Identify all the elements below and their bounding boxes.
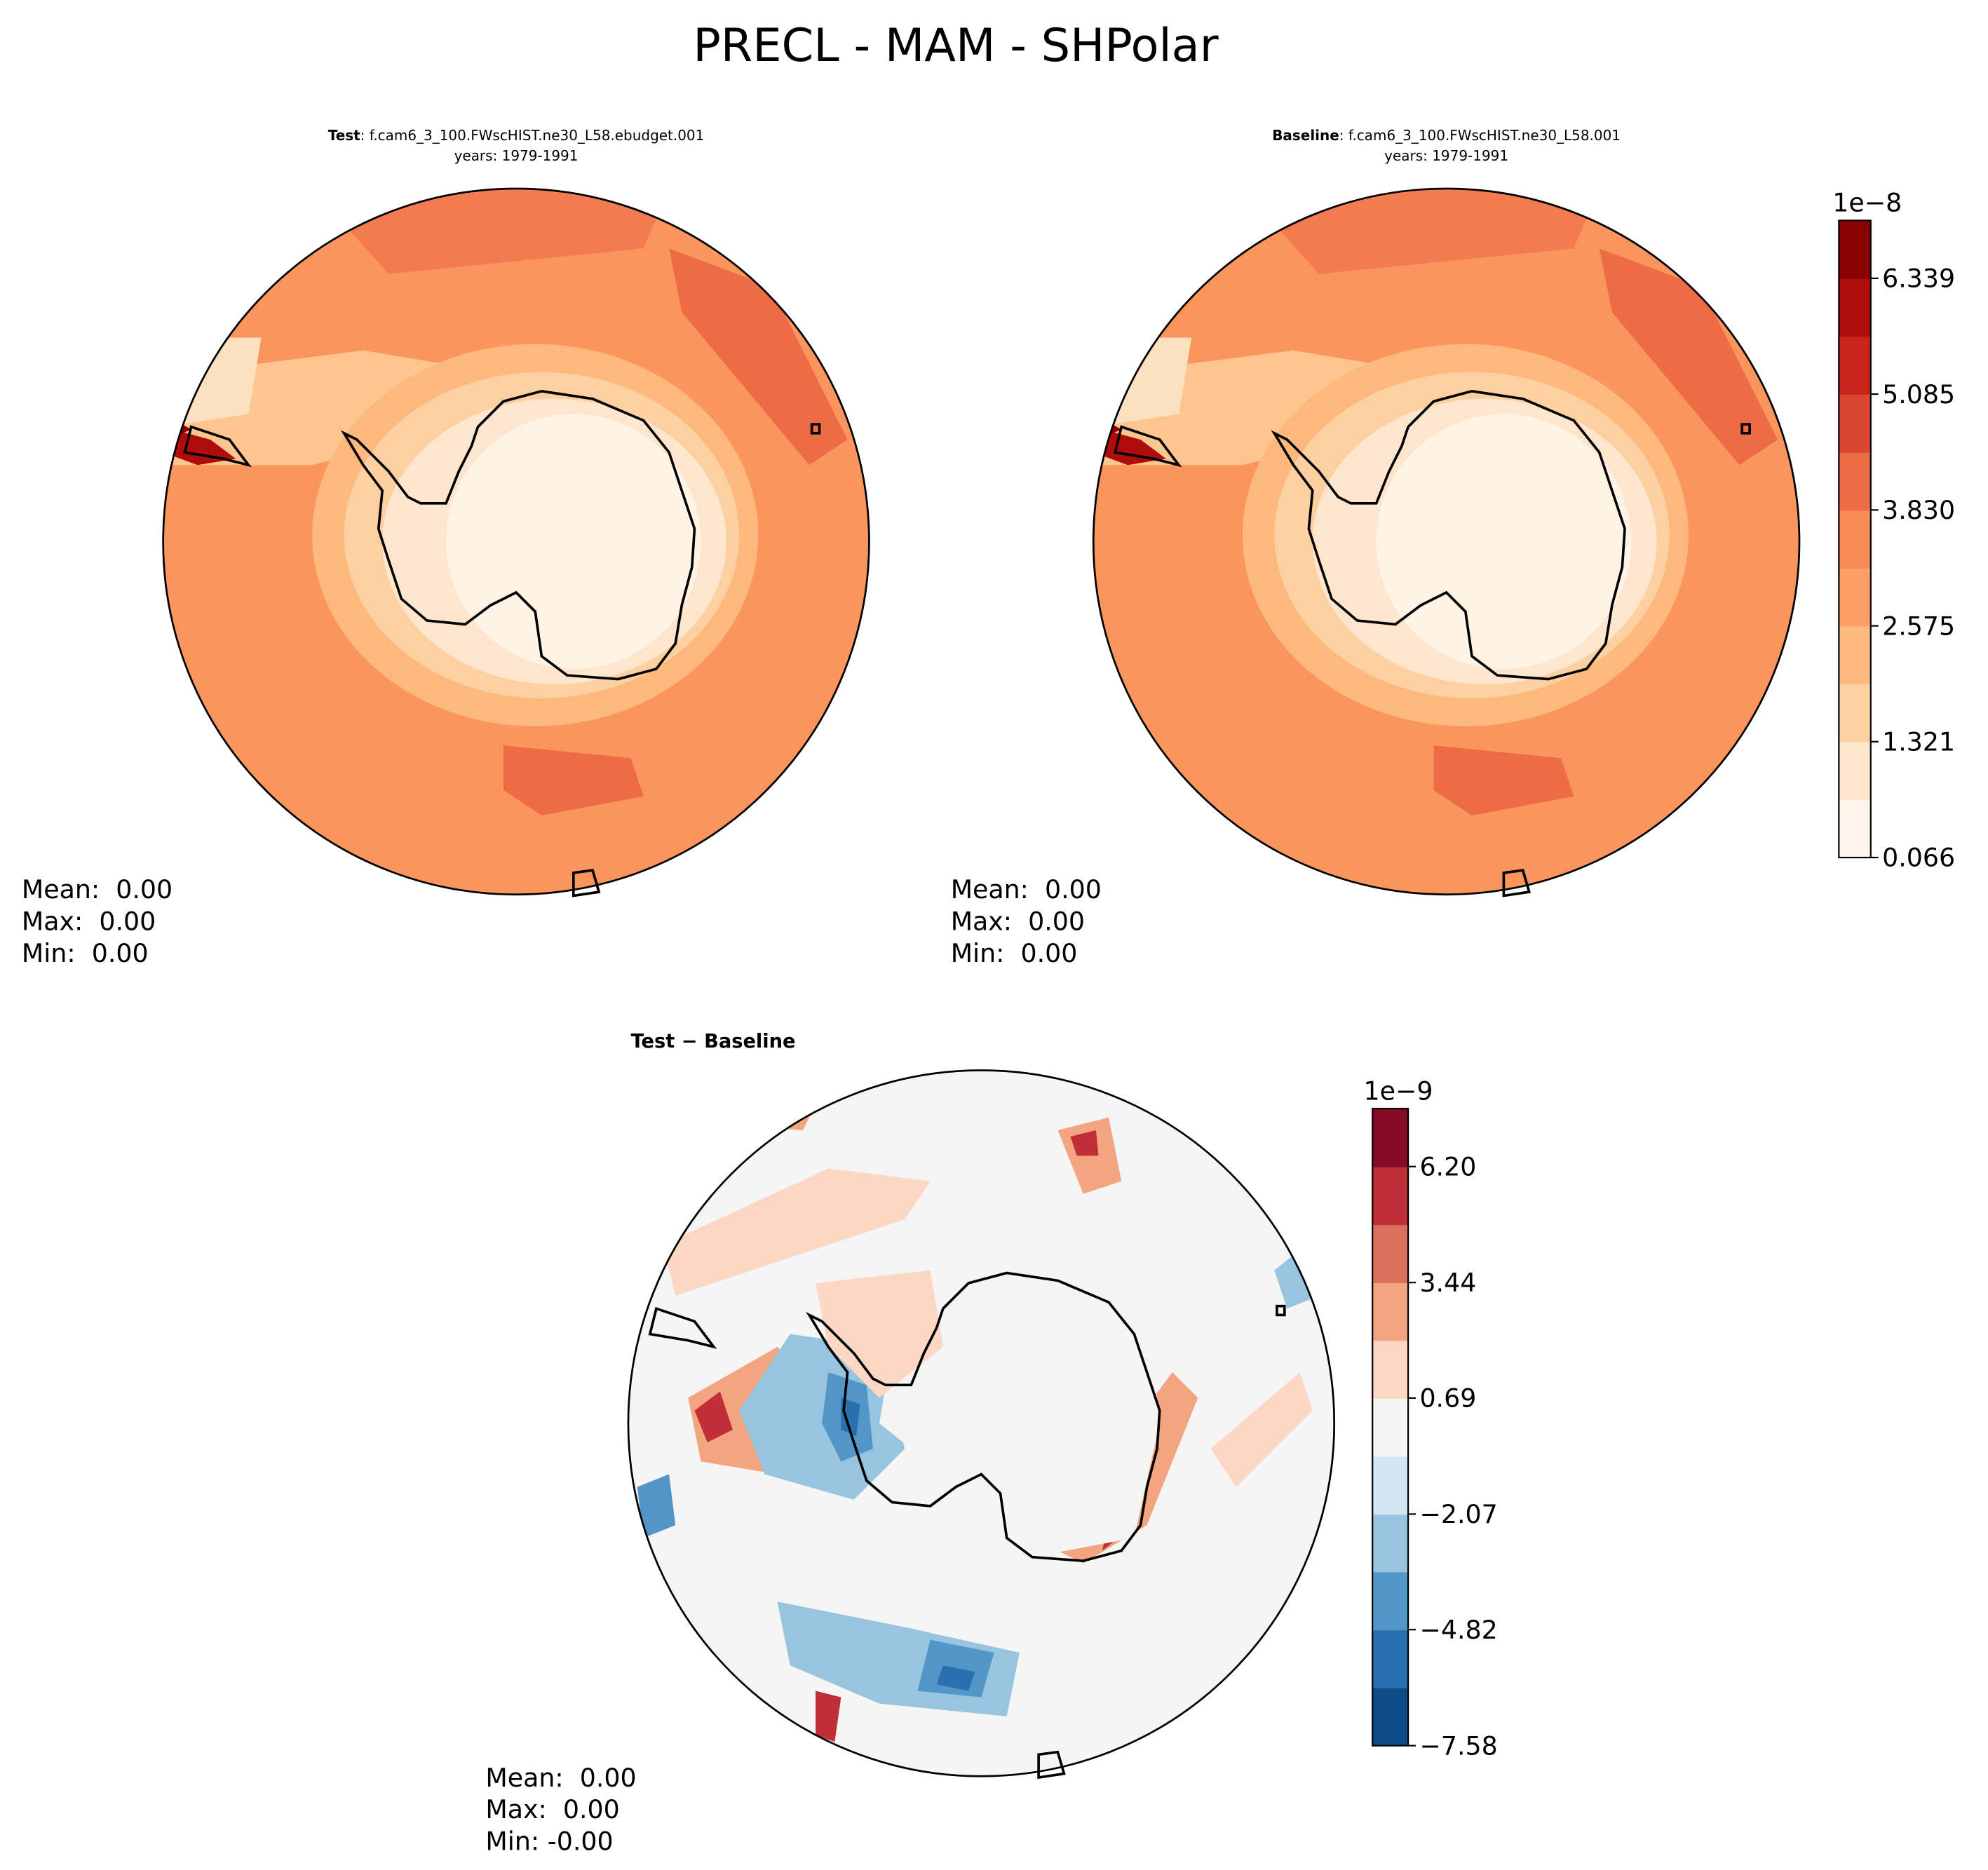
colorbar-band (1372, 1514, 1409, 1573)
colorbar-band (1372, 1630, 1409, 1688)
stat: Min: -0.00 (485, 1827, 613, 1857)
colorbar-tick-label: 6.339 (1882, 264, 1955, 294)
stat: Max: 0.00 (22, 907, 156, 937)
stat: Mean: 0.00 (22, 874, 173, 904)
colorbar-band (1839, 220, 1871, 279)
colorbar-band (1372, 1397, 1409, 1457)
colorbar-tick-label: −4.82 (1419, 1615, 1497, 1645)
colorbar-band (1372, 1340, 1409, 1399)
colorbar-band (1839, 452, 1871, 511)
panel-title-case: : f.cam6_3_100.FWscHIST.ne30_L58.001 (1339, 127, 1621, 144)
colorbar-tick-label: −2.07 (1419, 1499, 1497, 1529)
panel-subtitle: years: 1979-1991 (1384, 147, 1508, 164)
colorbar-band (1372, 1166, 1409, 1226)
map (163, 189, 870, 896)
figure-title: PRECL - MAM - SHPolar (693, 19, 1218, 72)
colorbar-band (1839, 510, 1871, 569)
colorbar-band (1372, 1571, 1409, 1631)
panel-title: Baseline: f.cam6_3_100.FWscHIST.ne30_L58… (1272, 127, 1621, 144)
map (1093, 189, 1799, 896)
panel-title-case: : f.cam6_3_100.FWscHIST.ne30_L58.ebudget… (360, 127, 705, 144)
map (628, 1070, 1334, 1777)
colorbar-frame (1372, 1107, 1409, 1747)
colorbar-band (1372, 1224, 1409, 1284)
colorbar-band (1372, 1687, 1409, 1747)
panel-title: Test − Baseline (631, 1031, 796, 1052)
colorbar-band (1839, 568, 1871, 627)
colorbar-tick-label: −7.58 (1419, 1730, 1497, 1761)
colorbar-band (1839, 394, 1871, 453)
colorbar-band (1839, 799, 1871, 858)
colorbar-band (1839, 684, 1871, 743)
stat: Max: 0.00 (951, 907, 1085, 937)
panel-title-bold: Test (328, 127, 360, 144)
colorbar-band (1839, 278, 1871, 337)
panel-title: Test: f.cam6_3_100.FWscHIST.ne30_L58.ebu… (328, 127, 705, 144)
colorbar-band (1372, 1282, 1409, 1341)
colorbar-band (1839, 336, 1871, 395)
colorbar-tick-label: 1.321 (1882, 726, 1955, 757)
colorbar-band (1372, 1109, 1409, 1167)
colorbar-tick-label: 3.44 (1419, 1268, 1476, 1298)
panel-title-bold: Test − Baseline (631, 1031, 796, 1052)
stat: Mean: 0.00 (485, 1763, 636, 1793)
colorbar-offset: 1e−9 (1364, 1076, 1433, 1106)
stat: Min: 0.00 (951, 938, 1078, 968)
colorbar-tick-label: 3.830 (1882, 495, 1955, 525)
colorbar-tick-label: 0.69 (1419, 1383, 1476, 1414)
colorbar-tick-label: 5.085 (1882, 379, 1955, 409)
colorbar-band (1372, 1456, 1409, 1515)
panel-title-bold: Baseline (1272, 127, 1339, 144)
colorbar-tick-label: 0.066 (1882, 843, 1955, 873)
stat: Min: 0.00 (22, 938, 149, 968)
colorbar-band (1839, 741, 1871, 801)
colorbar-tick-label: 2.575 (1882, 611, 1955, 641)
colorbar-offset: 1e−8 (1832, 188, 1902, 218)
stat: Max: 0.00 (485, 1794, 619, 1824)
colorbar-frame (1838, 219, 1872, 859)
colorbar-tick-label: 6.20 (1419, 1151, 1476, 1181)
stat: Mean: 0.00 (951, 874, 1102, 904)
colorbar-band (1839, 625, 1871, 685)
panel-subtitle: years: 1979-1991 (454, 147, 579, 164)
